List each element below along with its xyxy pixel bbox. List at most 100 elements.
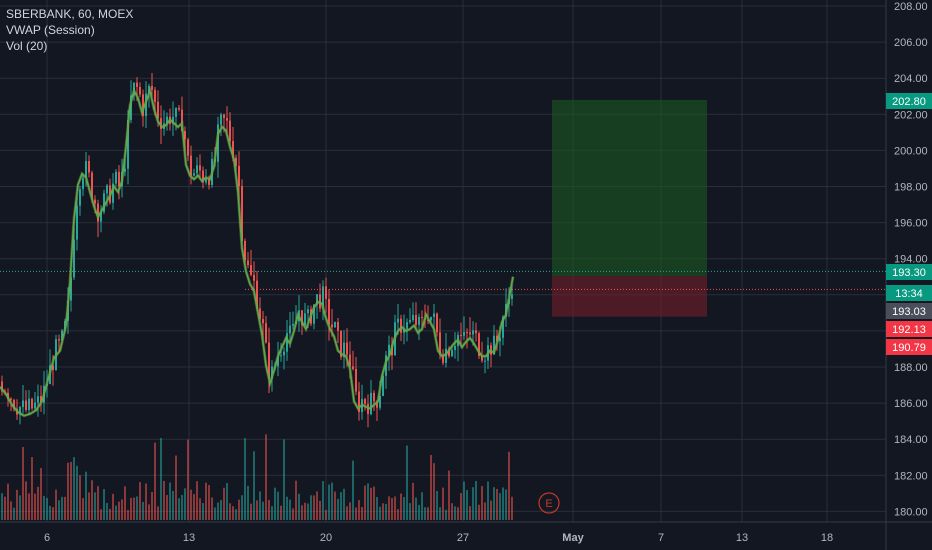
- volume-bar: [46, 497, 48, 520]
- volume-bar: [454, 506, 456, 520]
- volume-bar: [415, 497, 417, 520]
- y-tick-label: 208.00: [894, 1, 928, 13]
- candle-body: [61, 330, 63, 341]
- volume-bar: [496, 488, 498, 520]
- candle-body: [268, 342, 270, 379]
- volume-bar: [460, 493, 462, 520]
- volume-bar: [196, 481, 198, 520]
- candle-body: [451, 350, 453, 357]
- volume-bar: [40, 468, 42, 520]
- volume-bar: [154, 442, 156, 520]
- volume-bar: [379, 506, 381, 520]
- volume-bar: [301, 505, 303, 520]
- volume-bar: [67, 462, 69, 520]
- volume-bar: [94, 492, 96, 520]
- x-tick-label: 7: [658, 532, 664, 544]
- volume-bar: [52, 507, 54, 520]
- volume-bar: [244, 438, 246, 520]
- price-tag-label: 193.03: [892, 306, 926, 318]
- volume-bar: [427, 507, 429, 520]
- y-tick-label: 182.00: [894, 470, 928, 482]
- volume-bar: [61, 496, 63, 520]
- symbol-label[interactable]: SBERBANK, 60, MOEX: [6, 7, 134, 21]
- volume-bar: [34, 493, 36, 520]
- volume-bar: [187, 439, 189, 520]
- volume-bar: [493, 487, 495, 520]
- volume-bar: [295, 480, 297, 520]
- candle-body: [478, 333, 480, 357]
- volume-indicator-label[interactable]: Vol (20): [6, 39, 48, 53]
- price-tag[interactable]: 192.13: [886, 321, 932, 337]
- volume-bar: [241, 495, 243, 520]
- candle-body: [301, 310, 303, 326]
- volume-bar: [145, 483, 147, 520]
- volume-bar: [178, 498, 180, 520]
- candle-body: [40, 396, 42, 403]
- candle-body: [94, 199, 96, 204]
- volume-bar: [223, 487, 225, 520]
- candle-body: [412, 314, 414, 321]
- volume-bar: [403, 497, 405, 520]
- price-tag[interactable]: 190.79: [886, 339, 932, 355]
- price-tag[interactable]: 193.30: [886, 264, 932, 280]
- candle-body: [271, 366, 273, 379]
- candle-body: [187, 139, 189, 156]
- volume-bar: [406, 445, 408, 520]
- volume-bar: [463, 481, 465, 520]
- price-tag[interactable]: 13:34: [886, 285, 932, 301]
- volume-bar: [124, 486, 126, 520]
- candle-body: [31, 398, 33, 409]
- loss-zone: [552, 276, 707, 317]
- candle-body: [427, 319, 429, 321]
- price-tag[interactable]: 202.80: [886, 93, 932, 109]
- volume-bar: [133, 497, 135, 520]
- candle-body: [379, 396, 381, 408]
- candle-body: [418, 316, 420, 325]
- volume-bar: [235, 509, 237, 520]
- volume-bar: [313, 495, 315, 520]
- candle-body: [22, 400, 24, 408]
- candle-body: [166, 116, 168, 124]
- earnings-marker-circle: [538, 492, 560, 514]
- candle-body: [103, 193, 105, 212]
- candle-body: [319, 294, 321, 309]
- candle-body: [76, 205, 78, 240]
- volume-bar: [190, 489, 192, 520]
- candle-body: [115, 171, 117, 184]
- candle-body: [262, 318, 264, 324]
- volume-bar: [43, 495, 45, 520]
- vwap-indicator-label[interactable]: VWAP (Session): [6, 23, 95, 37]
- volume-bar: [418, 504, 420, 520]
- volume-bar: [397, 509, 399, 520]
- volume-bar: [16, 489, 18, 520]
- candle-body: [223, 114, 225, 119]
- volume-bar: [442, 487, 444, 520]
- volume-bar: [103, 489, 105, 520]
- candle-body: [406, 322, 408, 329]
- volume-bar: [79, 475, 81, 520]
- price-tag-label: 192.13: [892, 324, 926, 336]
- candle-body: [160, 118, 162, 129]
- candle-body: [304, 313, 306, 326]
- volume-bar: [430, 454, 432, 520]
- volume-bar: [211, 497, 213, 520]
- candle-body: [331, 324, 333, 328]
- price-tag-label: 202.80: [892, 96, 926, 108]
- candle-body: [79, 189, 81, 206]
- volume-bar: [481, 486, 483, 520]
- candle-body: [409, 320, 411, 323]
- candle-body: [328, 298, 330, 325]
- candle-body: [442, 354, 444, 363]
- x-tick-label: 20: [320, 532, 332, 544]
- candle-body: [181, 109, 183, 132]
- volume-bar: [250, 503, 252, 520]
- candle-body: [100, 211, 102, 222]
- candle-body: [265, 323, 267, 343]
- candle-body: [10, 398, 12, 400]
- candle-body: [190, 155, 192, 176]
- candle-body: [145, 93, 147, 117]
- candle-body: [376, 401, 378, 408]
- volume-bar: [502, 487, 504, 520]
- price-tag[interactable]: 193.03: [886, 303, 932, 319]
